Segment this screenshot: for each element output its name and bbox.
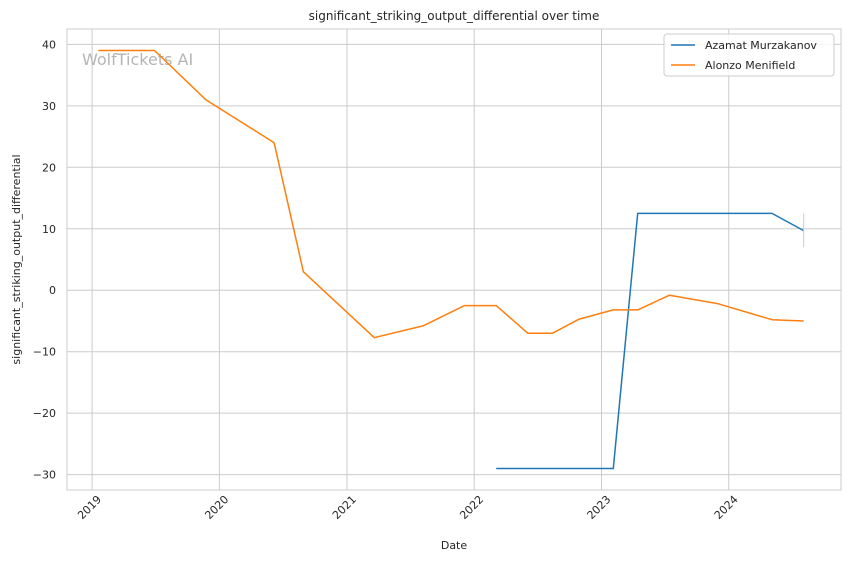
x-tick-label: 2022: [457, 493, 486, 522]
x-tick-label: 2024: [712, 493, 741, 522]
legend: Azamat Murzakanov Alonzo Menifield: [663, 33, 835, 77]
y-tick-label: 0: [49, 284, 56, 297]
y-tick-label: −10: [33, 346, 56, 359]
x-axis-ticks: 2019 2020 2021 2022 2023 2024: [75, 493, 741, 522]
plot-area: [66, 28, 842, 491]
chart-title: significant_striking_output_differential…: [309, 9, 600, 23]
series-layer: [98, 49, 805, 470]
y-axis-ticks: 40 30 20 10 0 −10 −20 −30: [33, 38, 56, 481]
y-tick-label: 30: [42, 100, 56, 113]
watermark: WolfTickets AI: [82, 50, 193, 69]
legend-box: [663, 33, 835, 77]
x-tick-label: 2020: [202, 493, 231, 522]
series-line-alonzo-menifield: [98, 49, 804, 339]
y-axis-title: significant_striking_output_differential: [10, 154, 23, 364]
legend-label-azamat-murzakanov: Azamat Murzakanov: [705, 39, 817, 52]
x-tick-label: 2019: [75, 493, 104, 522]
legend-label-alonzo-menifield: Alonzo Menifield: [705, 59, 795, 72]
y-tick-label: 20: [42, 161, 56, 174]
series-line-azamat-murzakanov: [496, 212, 805, 470]
x-tick-label: 2023: [585, 493, 614, 522]
gridlines: [67, 29, 841, 490]
y-tick-label: 40: [42, 38, 56, 51]
y-tick-label: 10: [42, 223, 56, 236]
y-tick-label: −30: [33, 469, 56, 482]
x-tick-label: 2021: [330, 493, 359, 522]
y-tick-label: −20: [33, 407, 56, 420]
x-axis-title: Date: [441, 539, 468, 552]
